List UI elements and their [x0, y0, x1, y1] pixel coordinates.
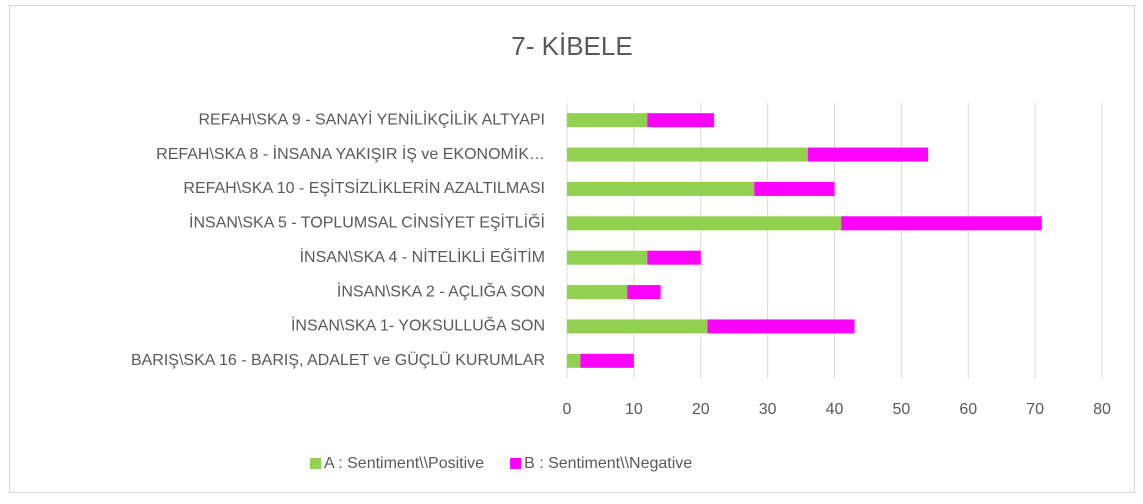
x-tick-label: 40	[826, 401, 844, 418]
bar	[647, 250, 701, 265]
y-tick-label: İNSAN\SKA 2 - AÇLIĞA SON	[337, 281, 545, 300]
x-tick-label: 20	[692, 401, 710, 418]
y-tick-label: REFAH\SKA 9 - SANAYİ YENİLİKÇİLİK ALTYAP…	[198, 109, 545, 128]
bar	[567, 113, 648, 128]
bar	[754, 181, 835, 196]
bar	[707, 319, 855, 334]
bar	[567, 353, 581, 368]
x-tick-label: 10	[625, 401, 643, 418]
y-tick-label: İNSAN\SKA 5 - TOPLUMSAL CİNSİYET EŞİTLİĞ…	[189, 213, 545, 232]
chart-frame	[9, 5, 1135, 493]
x-tick-label: 50	[892, 401, 910, 418]
x-tick-label: 0	[563, 401, 572, 418]
bar	[567, 181, 755, 196]
x-tick-label: 80	[1093, 401, 1111, 418]
y-tick-label: BARIŞ\SKA 16 - BARIŞ, ADALET ve GÜÇLÜ KU…	[131, 351, 545, 369]
bar	[580, 353, 634, 368]
y-tick-label: REFAH\SKA 10 - EŞİTSİZLİKLERİN AZALTILMA…	[183, 178, 545, 197]
legend-label: B : Sentiment\\Negative	[524, 455, 692, 472]
bar	[567, 147, 808, 162]
bar	[807, 147, 929, 162]
bar	[841, 216, 1042, 231]
y-tick-label: İNSAN\SKA 4 - NİTELİKLİ EĞİTİM	[300, 247, 545, 266]
legend-label: A : Sentiment\\Positive	[324, 455, 484, 472]
bar	[567, 319, 708, 334]
x-tick-label: 30	[759, 401, 777, 418]
bar	[647, 113, 715, 128]
y-tick-label: REFAH\SKA 8 - İNSANA YAKIŞIR İŞ ve EKONO…	[156, 144, 545, 163]
bar	[567, 250, 648, 265]
legend-swatch	[510, 458, 522, 469]
bar	[627, 285, 661, 300]
x-tick-label: 60	[959, 401, 977, 418]
legend-swatch	[310, 458, 321, 469]
bar	[567, 285, 628, 300]
bar	[567, 216, 842, 231]
chart-title: 7- KİBELE	[511, 31, 632, 61]
x-tick-label: 70	[1026, 401, 1044, 418]
y-tick-label: İNSAN\SKA 1- YOKSULLUĞA SON	[291, 316, 545, 335]
